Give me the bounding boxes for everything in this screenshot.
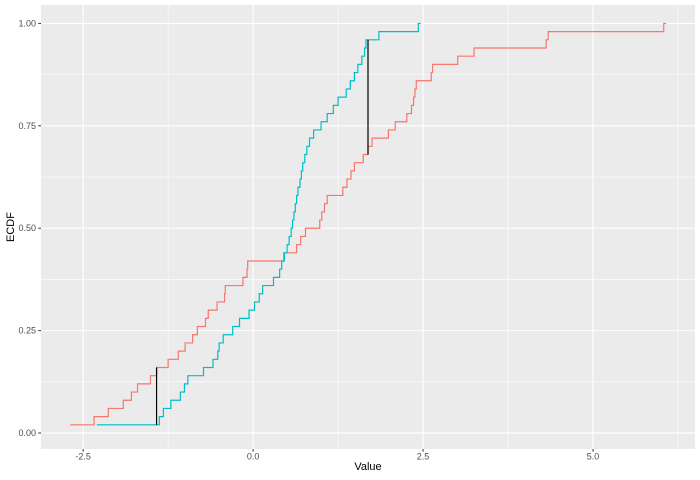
- axis-tick-marks: [38, 22, 594, 452]
- y-axis-tick-labels: 0.00 0.25 0.50 0.75 1.00: [18, 18, 36, 438]
- y-tick-label: 0.50: [18, 223, 36, 233]
- y-tick-label: 0.75: [18, 121, 36, 131]
- ecdf-step-lines: [70, 22, 667, 426]
- x-tick-label: 2.5: [417, 452, 430, 462]
- ks-distance-markers: [155, 39, 369, 425]
- gridlines-major: [41, 5, 695, 449]
- x-tick-label: -2.5: [75, 452, 91, 462]
- y-tick-label: 1.00: [18, 18, 36, 28]
- gridlines-minor: [41, 5, 695, 449]
- ecdf-line-sample-cyan: [96, 22, 421, 426]
- ecdf-line-sample-red: [70, 22, 667, 426]
- y-tick-label: 0.00: [18, 428, 36, 438]
- x-axis-tick-labels: -2.5 0.0 2.5 5.0: [75, 452, 599, 462]
- x-axis-title: Value: [354, 461, 381, 473]
- y-tick-label: 0.25: [18, 326, 36, 336]
- y-axis-title: ECDF: [5, 212, 17, 242]
- x-tick-label: 5.0: [587, 452, 600, 462]
- x-tick-label: 0.0: [247, 452, 260, 462]
